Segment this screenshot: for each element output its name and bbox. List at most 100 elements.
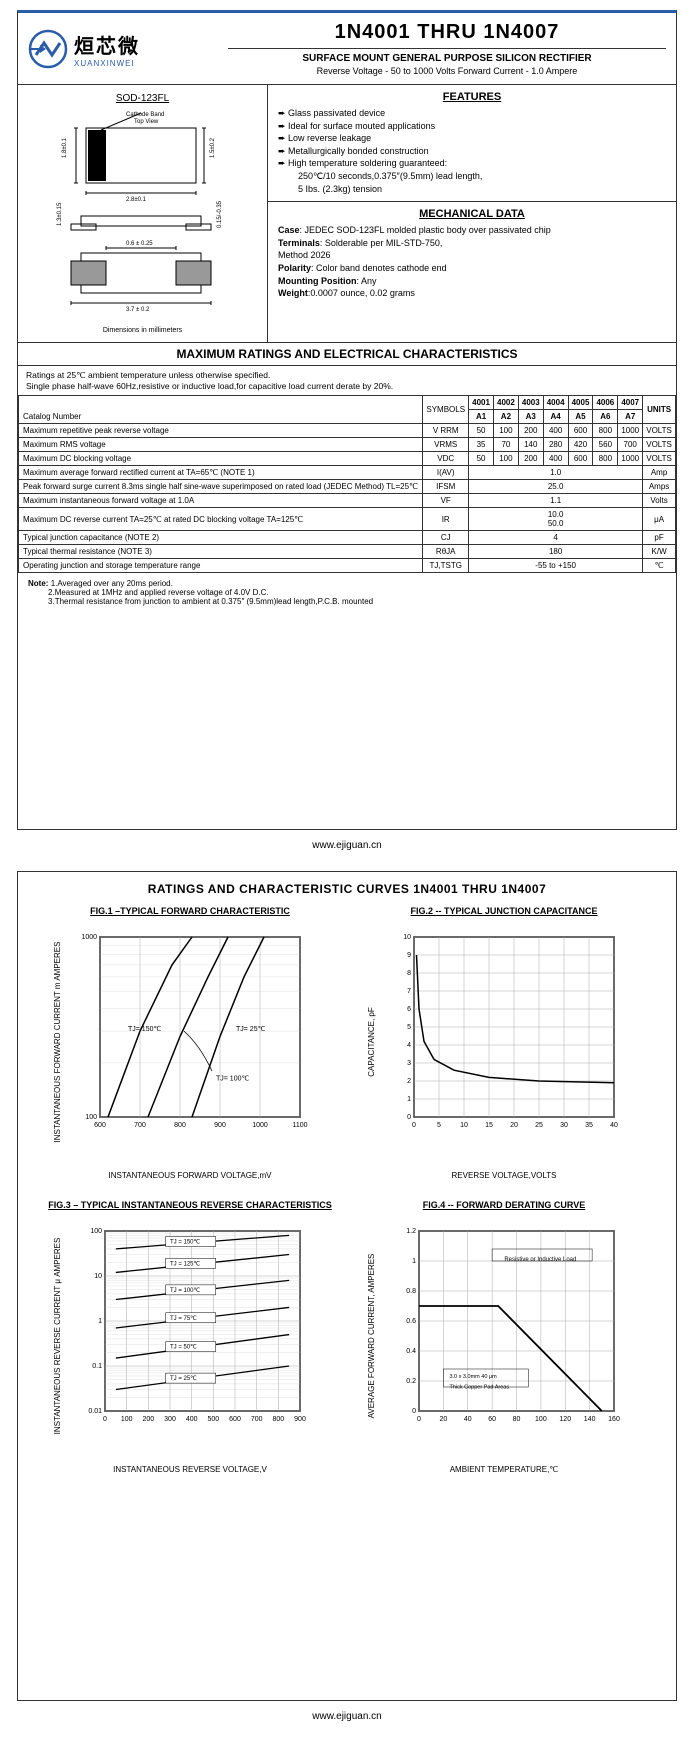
logo-english: XUANXINWEI [74,59,140,68]
svg-text:0.6 ± 0.25: 0.6 ± 0.25 [126,241,153,247]
svg-text:8: 8 [407,970,411,977]
mechanical-section: MECHANICAL DATA Case: JEDEC SOD-123FL mo… [268,202,676,306]
svg-text:80: 80 [513,1416,521,1423]
fig2-chart: FIG.2 -- TYPICAL JUNCTION CAPACITANCE CA… [352,906,656,1180]
svg-text:3: 3 [407,1060,411,1067]
mid-row: SOD-123FL Cathode Band Top View 1.8±0.1 … [18,85,676,342]
svg-text:9: 9 [407,952,411,959]
mech-title: MECHANICAL DATA [278,208,666,220]
mech-body: Case: JEDEC SOD-123FL molded plastic bod… [278,224,666,300]
svg-text:3.7 ± 0.2: 3.7 ± 0.2 [126,307,150,313]
svg-text:300: 300 [164,1416,176,1423]
svg-text:25: 25 [535,1122,543,1129]
svg-text:800: 800 [272,1416,284,1423]
svg-text:400: 400 [186,1416,198,1423]
svg-text:100: 100 [121,1416,133,1423]
svg-text:TJ = 150℃: TJ = 150℃ [170,1239,201,1245]
svg-text:Resistive or Inductive Load: Resistive or Inductive Load [504,1257,576,1263]
svg-text:1.5±0.2: 1.5±0.2 [210,137,216,158]
svg-text:1: 1 [407,1096,411,1103]
part-subtitle: SURFACE MOUNT GENERAL PURPOSE SILICON RE… [228,53,666,64]
brand-logo-icon [28,29,68,69]
svg-text:0.2: 0.2 [406,1378,416,1385]
svg-text:600: 600 [94,1122,106,1129]
svg-text:0.15/-0.35: 0.15/-0.35 [217,200,223,228]
svg-text:40: 40 [464,1416,472,1423]
svg-text:Top View: Top View [134,119,159,125]
features-list: Glass passivated deviceIdeal for surface… [278,107,666,195]
package-name: SOD-123FL [26,93,259,104]
svg-text:0: 0 [103,1416,107,1423]
svg-text:INSTANTANEOUS REVERSE CURRENT: INSTANTANEOUS REVERSE CURRENT μ AMPERES [53,1238,62,1435]
svg-text:TJ = 25℃: TJ = 25℃ [170,1376,197,1382]
svg-text:0.8: 0.8 [406,1288,416,1295]
svg-text:6: 6 [407,1006,411,1013]
svg-text:20: 20 [439,1416,447,1423]
svg-text:40: 40 [610,1122,618,1129]
svg-text:1.3±0.15: 1.3±0.15 [57,202,63,226]
svg-text:700: 700 [251,1416,263,1423]
svg-text:1.2: 1.2 [406,1228,416,1235]
datasheet-page-1: 烜芯微 XUANXINWEI 1N4001 THRU 1N4007 SURFAC… [17,10,677,830]
right-column: FEATURES Glass passivated deviceIdeal fo… [268,85,676,342]
svg-text:INSTANTANEOUS FORWARD CURRENT: INSTANTANEOUS FORWARD CURRENT m AMPERES [53,942,62,1143]
svg-text:TJ= 100℃: TJ= 100℃ [216,1075,249,1082]
fig1-svg: INSTANTANEOUS FORWARD CURRENT m AMPERES 6… [50,922,330,1162]
svg-text:900: 900 [214,1122,226,1129]
svg-text:0.1: 0.1 [92,1363,102,1370]
svg-text:30: 30 [560,1122,568,1129]
fig4-chart: FIG.4 -- FORWARD DERATING CURVE AVERAGE … [352,1200,656,1474]
svg-text:160: 160 [608,1416,620,1423]
svg-text:100: 100 [535,1416,547,1423]
svg-text:5: 5 [407,1024,411,1031]
svg-text:120: 120 [559,1416,571,1423]
svg-text:140: 140 [584,1416,596,1423]
svg-text:1.8±0.1: 1.8±0.1 [62,137,68,158]
svg-text:Thick Copper Pad Areas: Thick Copper Pad Areas [449,1385,509,1391]
svg-text:600: 600 [229,1416,241,1423]
svg-text:0.01: 0.01 [88,1408,102,1415]
fig1-chart: FIG.1 –TYPICAL FORWARD CHARACTERISTIC IN… [38,906,342,1180]
svg-text:500: 500 [207,1416,219,1423]
svg-text:1000: 1000 [252,1122,268,1129]
dims-note: Dimensions in millimeters [26,327,259,334]
svg-text:10: 10 [403,934,411,941]
ratings-table: Catalog NumberSYMBOLS4001400240034004400… [18,395,676,573]
svg-text:100: 100 [85,1114,97,1121]
svg-text:1000: 1000 [81,934,97,941]
svg-text:4: 4 [407,1042,411,1049]
svg-text:800: 800 [174,1122,186,1129]
fig3-chart: FIG.3 – TYPICAL INSTANTANEOUS REVERSE CH… [38,1200,342,1474]
logo-cell: 烜芯微 XUANXINWEI [18,13,218,84]
svg-text:7: 7 [407,988,411,995]
charts-grid: FIG.1 –TYPICAL FORWARD CHARACTERISTIC IN… [18,906,676,1494]
header: 烜芯微 XUANXINWEI 1N4001 THRU 1N4007 SURFAC… [18,13,676,85]
svg-text:700: 700 [134,1122,146,1129]
svg-text:1: 1 [412,1258,416,1265]
svg-text:TJ = 75℃: TJ = 75℃ [170,1316,197,1322]
page1-footer: www.ejiguan.cn [0,840,694,851]
svg-text:10: 10 [94,1273,102,1280]
svg-text:TJ= 25℃: TJ= 25℃ [236,1026,266,1033]
svg-text:TJ = 50℃: TJ = 50℃ [170,1345,197,1351]
features-section: FEATURES Glass passivated deviceIdeal fo… [268,85,676,202]
curves-title: RATINGS AND CHARACTERISTIC CURVES 1N4001… [18,872,676,906]
svg-text:15: 15 [485,1122,493,1129]
title-cell: 1N4001 THRU 1N4007 SURFACE MOUNT GENERAL… [218,13,676,84]
svg-text:TJ = 100℃: TJ = 100℃ [170,1288,201,1294]
svg-text:0: 0 [412,1408,416,1415]
fig2-svg: CAPACITANCE, pF0510152025303540012345678… [364,922,644,1162]
svg-text:35: 35 [585,1122,593,1129]
datasheet-page-2: RATINGS AND CHARACTERISTIC CURVES 1N4001… [17,871,677,1701]
svg-text:AVERAGE FORWARD CURRENT, AMPER: AVERAGE FORWARD CURRENT, AMPERES [367,1254,376,1419]
page2-footer: www.ejiguan.cn [0,1711,694,1722]
logo-chinese: 烜芯微 [74,30,140,59]
svg-text:100: 100 [90,1228,102,1235]
svg-text:2: 2 [407,1078,411,1085]
svg-text:900: 900 [294,1416,306,1423]
svg-text:0: 0 [412,1122,416,1129]
svg-text:20: 20 [510,1122,518,1129]
features-title: FEATURES [278,91,666,103]
fig4-svg: AVERAGE FORWARD CURRENT, AMPERES02040608… [364,1216,644,1456]
svg-text:0: 0 [407,1114,411,1121]
